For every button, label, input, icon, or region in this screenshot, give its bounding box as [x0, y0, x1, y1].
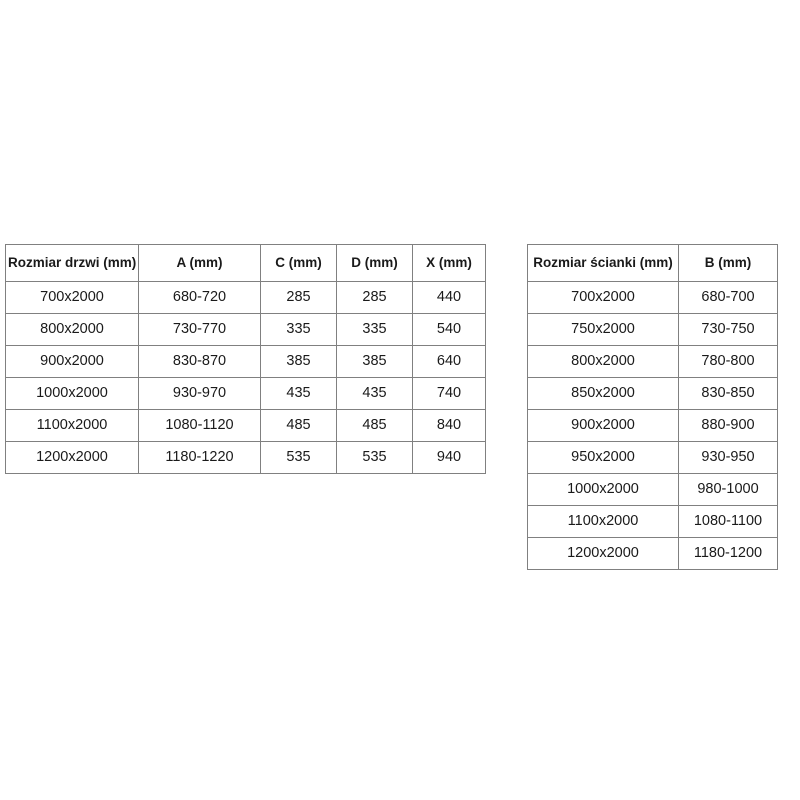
cell-b: 1180-1200: [678, 537, 778, 570]
table-row: 700x2000 680-720 285 285 440: [5, 281, 486, 314]
column-header-wall-size: Rozmiar ścianki (mm): [527, 244, 679, 282]
cell-wall-size: 800x2000: [527, 345, 679, 378]
cell-d: 435: [336, 377, 413, 410]
table-row: 850x2000 830-850: [527, 377, 778, 410]
table-row: 1200x2000 1180-1200: [527, 537, 778, 570]
cell-door-size: 1100x2000: [5, 409, 139, 442]
column-header-x: X (mm): [412, 244, 486, 282]
cell-d: 385: [336, 345, 413, 378]
cell-x: 440: [412, 281, 486, 314]
table-row: 800x2000 730-770 335 335 540: [5, 313, 486, 346]
door-sizes-table: Rozmiar drzwi (mm) A (mm) C (mm) D (mm) …: [5, 244, 486, 474]
cell-a: 1180-1220: [138, 441, 261, 474]
cell-b: 780-800: [678, 345, 778, 378]
cell-d: 335: [336, 313, 413, 346]
cell-x: 940: [412, 441, 486, 474]
cell-a: 730-770: [138, 313, 261, 346]
cell-x: 840: [412, 409, 486, 442]
table-header-row: Rozmiar drzwi (mm) A (mm) C (mm) D (mm) …: [5, 244, 486, 282]
column-header-door-size: Rozmiar drzwi (mm): [5, 244, 139, 282]
cell-b: 1080-1100: [678, 505, 778, 538]
table-header-row: Rozmiar ścianki (mm) B (mm): [527, 244, 778, 282]
cell-d: 485: [336, 409, 413, 442]
cell-c: 385: [260, 345, 337, 378]
cell-wall-size: 1000x2000: [527, 473, 679, 506]
cell-wall-size: 1200x2000: [527, 537, 679, 570]
cell-b: 680-700: [678, 281, 778, 314]
cell-wall-size: 700x2000: [527, 281, 679, 314]
column-header-c: C (mm): [260, 244, 337, 282]
cell-wall-size: 750x2000: [527, 313, 679, 346]
cell-b: 830-850: [678, 377, 778, 410]
cell-door-size: 800x2000: [5, 313, 139, 346]
wall-panel-sizes-table-head: Rozmiar ścianki (mm) B (mm): [527, 244, 778, 282]
column-header-a: A (mm): [138, 244, 261, 282]
cell-a: 680-720: [138, 281, 261, 314]
cell-wall-size: 900x2000: [527, 409, 679, 442]
column-header-b: B (mm): [678, 244, 778, 282]
cell-b: 880-900: [678, 409, 778, 442]
cell-c: 535: [260, 441, 337, 474]
cell-b: 980-1000: [678, 473, 778, 506]
table-row: 950x2000 930-950: [527, 441, 778, 474]
cell-wall-size: 850x2000: [527, 377, 679, 410]
wall-panel-sizes-table-body: 700x2000 680-700 750x2000 730-750 800x20…: [527, 281, 778, 570]
cell-a: 1080-1120: [138, 409, 261, 442]
table-row: 700x2000 680-700: [527, 281, 778, 314]
cell-b: 930-950: [678, 441, 778, 474]
cell-c: 285: [260, 281, 337, 314]
cell-door-size: 900x2000: [5, 345, 139, 378]
cell-x: 640: [412, 345, 486, 378]
table-row: 1100x2000 1080-1120 485 485 840: [5, 409, 486, 442]
table-row: 900x2000 830-870 385 385 640: [5, 345, 486, 378]
table-row: 1100x2000 1080-1100: [527, 505, 778, 538]
cell-b: 730-750: [678, 313, 778, 346]
table-row: 900x2000 880-900: [527, 409, 778, 442]
cell-door-size: 1200x2000: [5, 441, 139, 474]
cell-d: 285: [336, 281, 413, 314]
column-header-d: D (mm): [336, 244, 413, 282]
door-sizes-table-body: 700x2000 680-720 285 285 440 800x2000 73…: [5, 281, 486, 474]
cell-door-size: 700x2000: [5, 281, 139, 314]
table-row: 750x2000 730-750: [527, 313, 778, 346]
cell-wall-size: 1100x2000: [527, 505, 679, 538]
table-row: 1200x2000 1180-1220 535 535 940: [5, 441, 486, 474]
cell-c: 335: [260, 313, 337, 346]
cell-wall-size: 950x2000: [527, 441, 679, 474]
cell-door-size: 1000x2000: [5, 377, 139, 410]
cell-x: 740: [412, 377, 486, 410]
cell-d: 535: [336, 441, 413, 474]
table-row: 1000x2000 930-970 435 435 740: [5, 377, 486, 410]
cell-a: 930-970: [138, 377, 261, 410]
cell-c: 435: [260, 377, 337, 410]
cell-x: 540: [412, 313, 486, 346]
cell-a: 830-870: [138, 345, 261, 378]
cell-c: 485: [260, 409, 337, 442]
table-row: 1000x2000 980-1000: [527, 473, 778, 506]
wall-panel-sizes-table: Rozmiar ścianki (mm) B (mm) 700x2000 680…: [527, 244, 778, 570]
table-row: 800x2000 780-800: [527, 345, 778, 378]
door-sizes-table-head: Rozmiar drzwi (mm) A (mm) C (mm) D (mm) …: [5, 244, 486, 282]
